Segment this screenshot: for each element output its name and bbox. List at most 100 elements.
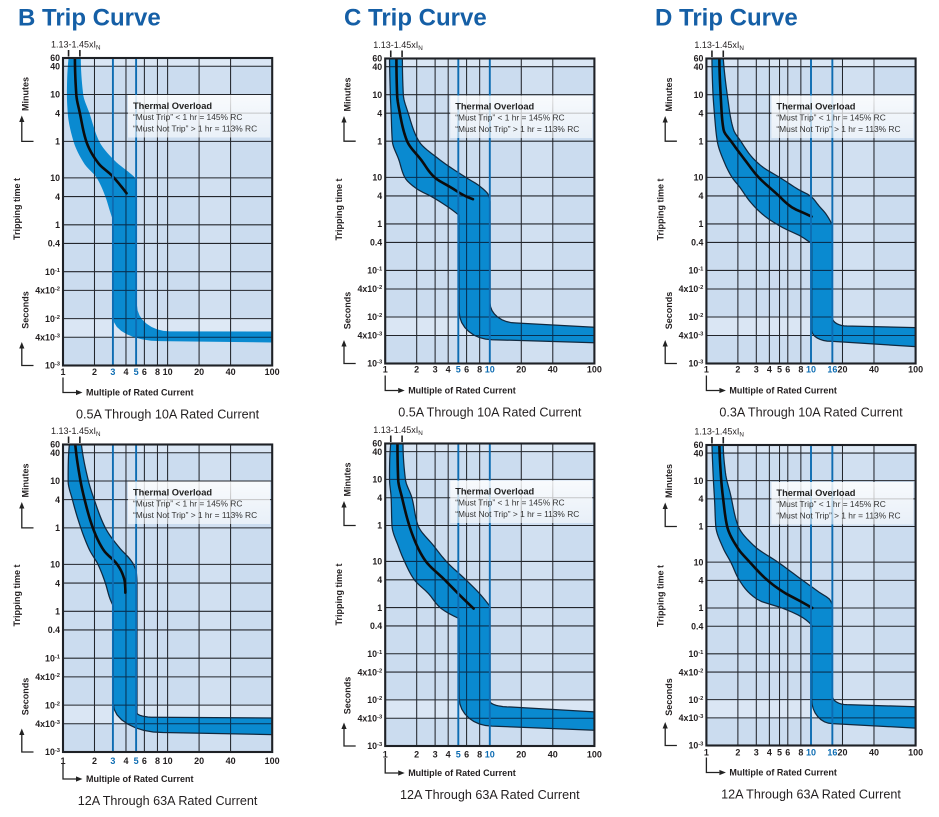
svg-text:4x10-3: 4x10-3	[35, 719, 61, 729]
svg-text:10-2: 10-2	[367, 312, 382, 322]
svg-text:8: 8	[155, 367, 160, 377]
svg-text:12A Through 63A Rated Current: 12A Through 63A Rated Current	[721, 788, 901, 802]
svg-text:6: 6	[464, 750, 469, 760]
svg-text:Multiple of Rated Current: Multiple of Rated Current	[729, 768, 837, 778]
svg-text:Multiple of Rated Current: Multiple of Rated Current	[408, 386, 516, 396]
svg-text:10-1: 10-1	[688, 266, 704, 276]
svg-text:Tripping time t: Tripping time t	[655, 178, 665, 240]
svg-text:0.4: 0.4	[691, 621, 703, 631]
svg-text:4: 4	[698, 191, 703, 201]
svg-text:Thermal Overload: Thermal Overload	[455, 102, 534, 112]
svg-text:5: 5	[134, 367, 139, 377]
svg-text:1: 1	[377, 136, 382, 146]
svg-text:0.5A Through 10A Rated Current: 0.5A Through 10A Rated Current	[398, 406, 582, 420]
svg-text:40: 40	[226, 367, 236, 377]
svg-text:6: 6	[142, 367, 147, 377]
svg-text:10: 10	[806, 365, 816, 375]
svg-text:60: 60	[694, 54, 704, 64]
svg-text:10: 10	[163, 756, 173, 766]
svg-text:10-3: 10-3	[367, 359, 383, 369]
svg-text:4: 4	[377, 191, 382, 201]
svg-text:6: 6	[464, 365, 469, 375]
svg-text:Minutes: Minutes	[20, 463, 30, 497]
svg-text:12A Through 63A Rated Current: 12A Through 63A Rated Current	[400, 788, 580, 802]
svg-text:2: 2	[414, 365, 419, 375]
svg-text:10-3: 10-3	[688, 359, 704, 369]
svg-text:1.13-1.45xIN: 1.13-1.45xIN	[51, 40, 101, 52]
svg-text:Seconds: Seconds	[20, 678, 30, 716]
svg-text:8: 8	[477, 750, 482, 760]
svg-text:40: 40	[226, 756, 236, 766]
svg-text:4x10-2: 4x10-2	[357, 284, 382, 294]
svg-text:4: 4	[123, 367, 128, 377]
svg-text:Thermal Overload: Thermal Overload	[776, 488, 855, 498]
svg-text:0.3A Through 10A Rated Current: 0.3A Through 10A Rated Current	[719, 406, 903, 420]
svg-text:4x10-3: 4x10-3	[357, 331, 383, 341]
svg-text:1.13-1.45xIN: 1.13-1.45xIN	[373, 425, 423, 437]
svg-text:4x10-3: 4x10-3	[357, 713, 383, 723]
svg-text:10: 10	[485, 750, 495, 760]
svg-text:60: 60	[694, 440, 704, 450]
svg-text:1: 1	[698, 219, 703, 229]
svg-text:“Must Not Trip” > 1 hr = 113%: “Must Not Trip” > 1 hr = 113% RC	[133, 510, 257, 520]
svg-text:40: 40	[548, 750, 558, 760]
svg-text:40: 40	[50, 61, 60, 71]
svg-text:1: 1	[55, 523, 60, 533]
svg-text:10: 10	[372, 173, 382, 183]
svg-text:40: 40	[869, 365, 879, 375]
svg-text:2: 2	[92, 756, 97, 766]
svg-text:10-2: 10-2	[45, 700, 60, 710]
svg-text:5: 5	[777, 365, 782, 375]
svg-text:10-2: 10-2	[45, 314, 60, 324]
svg-text:20: 20	[194, 367, 204, 377]
svg-text:1: 1	[55, 606, 60, 616]
svg-text:1: 1	[704, 748, 709, 758]
svg-text:0.4: 0.4	[370, 238, 382, 248]
svg-text:4: 4	[446, 365, 451, 375]
svg-text:10-1: 10-1	[367, 266, 383, 276]
svg-text:1: 1	[377, 219, 382, 229]
svg-text:Multiple of Rated Current: Multiple of Rated Current	[729, 386, 837, 396]
svg-text:20: 20	[837, 748, 847, 758]
svg-text:“Must Trip” < 1 hr = 145% RC: “Must Trip” < 1 hr = 145% RC	[776, 113, 885, 123]
svg-text:60: 60	[50, 53, 60, 63]
svg-text:10-1: 10-1	[688, 649, 704, 659]
svg-text:Minutes: Minutes	[343, 77, 353, 111]
svg-text:4x10-2: 4x10-2	[679, 667, 704, 677]
svg-text:1: 1	[698, 136, 703, 146]
svg-text:Seconds: Seconds	[343, 677, 353, 715]
svg-text:10-1: 10-1	[367, 649, 383, 659]
svg-text:“Must Not Trip” > 1 hr = 113%: “Must Not Trip” > 1 hr = 113% RC	[455, 124, 579, 134]
svg-text:10: 10	[694, 557, 704, 567]
svg-text:40: 40	[372, 447, 382, 457]
svg-text:1: 1	[377, 603, 382, 613]
svg-text:16: 16	[827, 365, 837, 375]
svg-text:Multiple of Rated Current: Multiple of Rated Current	[86, 774, 194, 784]
svg-text:1.13-1.45xIN: 1.13-1.45xIN	[694, 40, 744, 52]
svg-text:Multiple of Rated Current: Multiple of Rated Current	[86, 388, 194, 398]
svg-text:4: 4	[698, 576, 703, 586]
svg-text:“Must Not Trip” > 1 hr = 113%: “Must Not Trip” > 1 hr = 113% RC	[776, 124, 900, 134]
svg-text:10: 10	[50, 90, 60, 100]
svg-text:“Must Trip” < 1 hr = 145% RC: “Must Trip” < 1 hr = 145% RC	[133, 499, 242, 509]
svg-text:Minutes: Minutes	[664, 464, 674, 498]
svg-text:8: 8	[798, 748, 803, 758]
svg-text:Tripping time t: Tripping time t	[334, 178, 344, 240]
svg-text:10: 10	[50, 173, 60, 183]
svg-text:Tripping time t: Tripping time t	[12, 178, 22, 240]
svg-text:“Must Trip” < 1 hr = 145% RC: “Must Trip” < 1 hr = 145% RC	[133, 112, 242, 122]
svg-text:1: 1	[377, 521, 382, 531]
svg-text:20: 20	[516, 750, 526, 760]
svg-text:20: 20	[194, 756, 204, 766]
svg-text:40: 40	[50, 448, 60, 458]
svg-text:4: 4	[55, 192, 60, 202]
svg-text:B Trip Curve: B Trip Curve	[18, 5, 161, 32]
svg-text:Minutes: Minutes	[664, 77, 674, 111]
svg-text:10: 10	[485, 365, 495, 375]
svg-text:5: 5	[134, 756, 139, 766]
svg-text:1: 1	[55, 137, 60, 147]
svg-text:Thermal Overload: Thermal Overload	[455, 487, 534, 497]
svg-text:5: 5	[456, 750, 461, 760]
svg-text:“Must Not Trip” > 1 hr = 113%: “Must Not Trip” > 1 hr = 113% RC	[455, 509, 579, 519]
svg-text:10: 10	[372, 90, 382, 100]
